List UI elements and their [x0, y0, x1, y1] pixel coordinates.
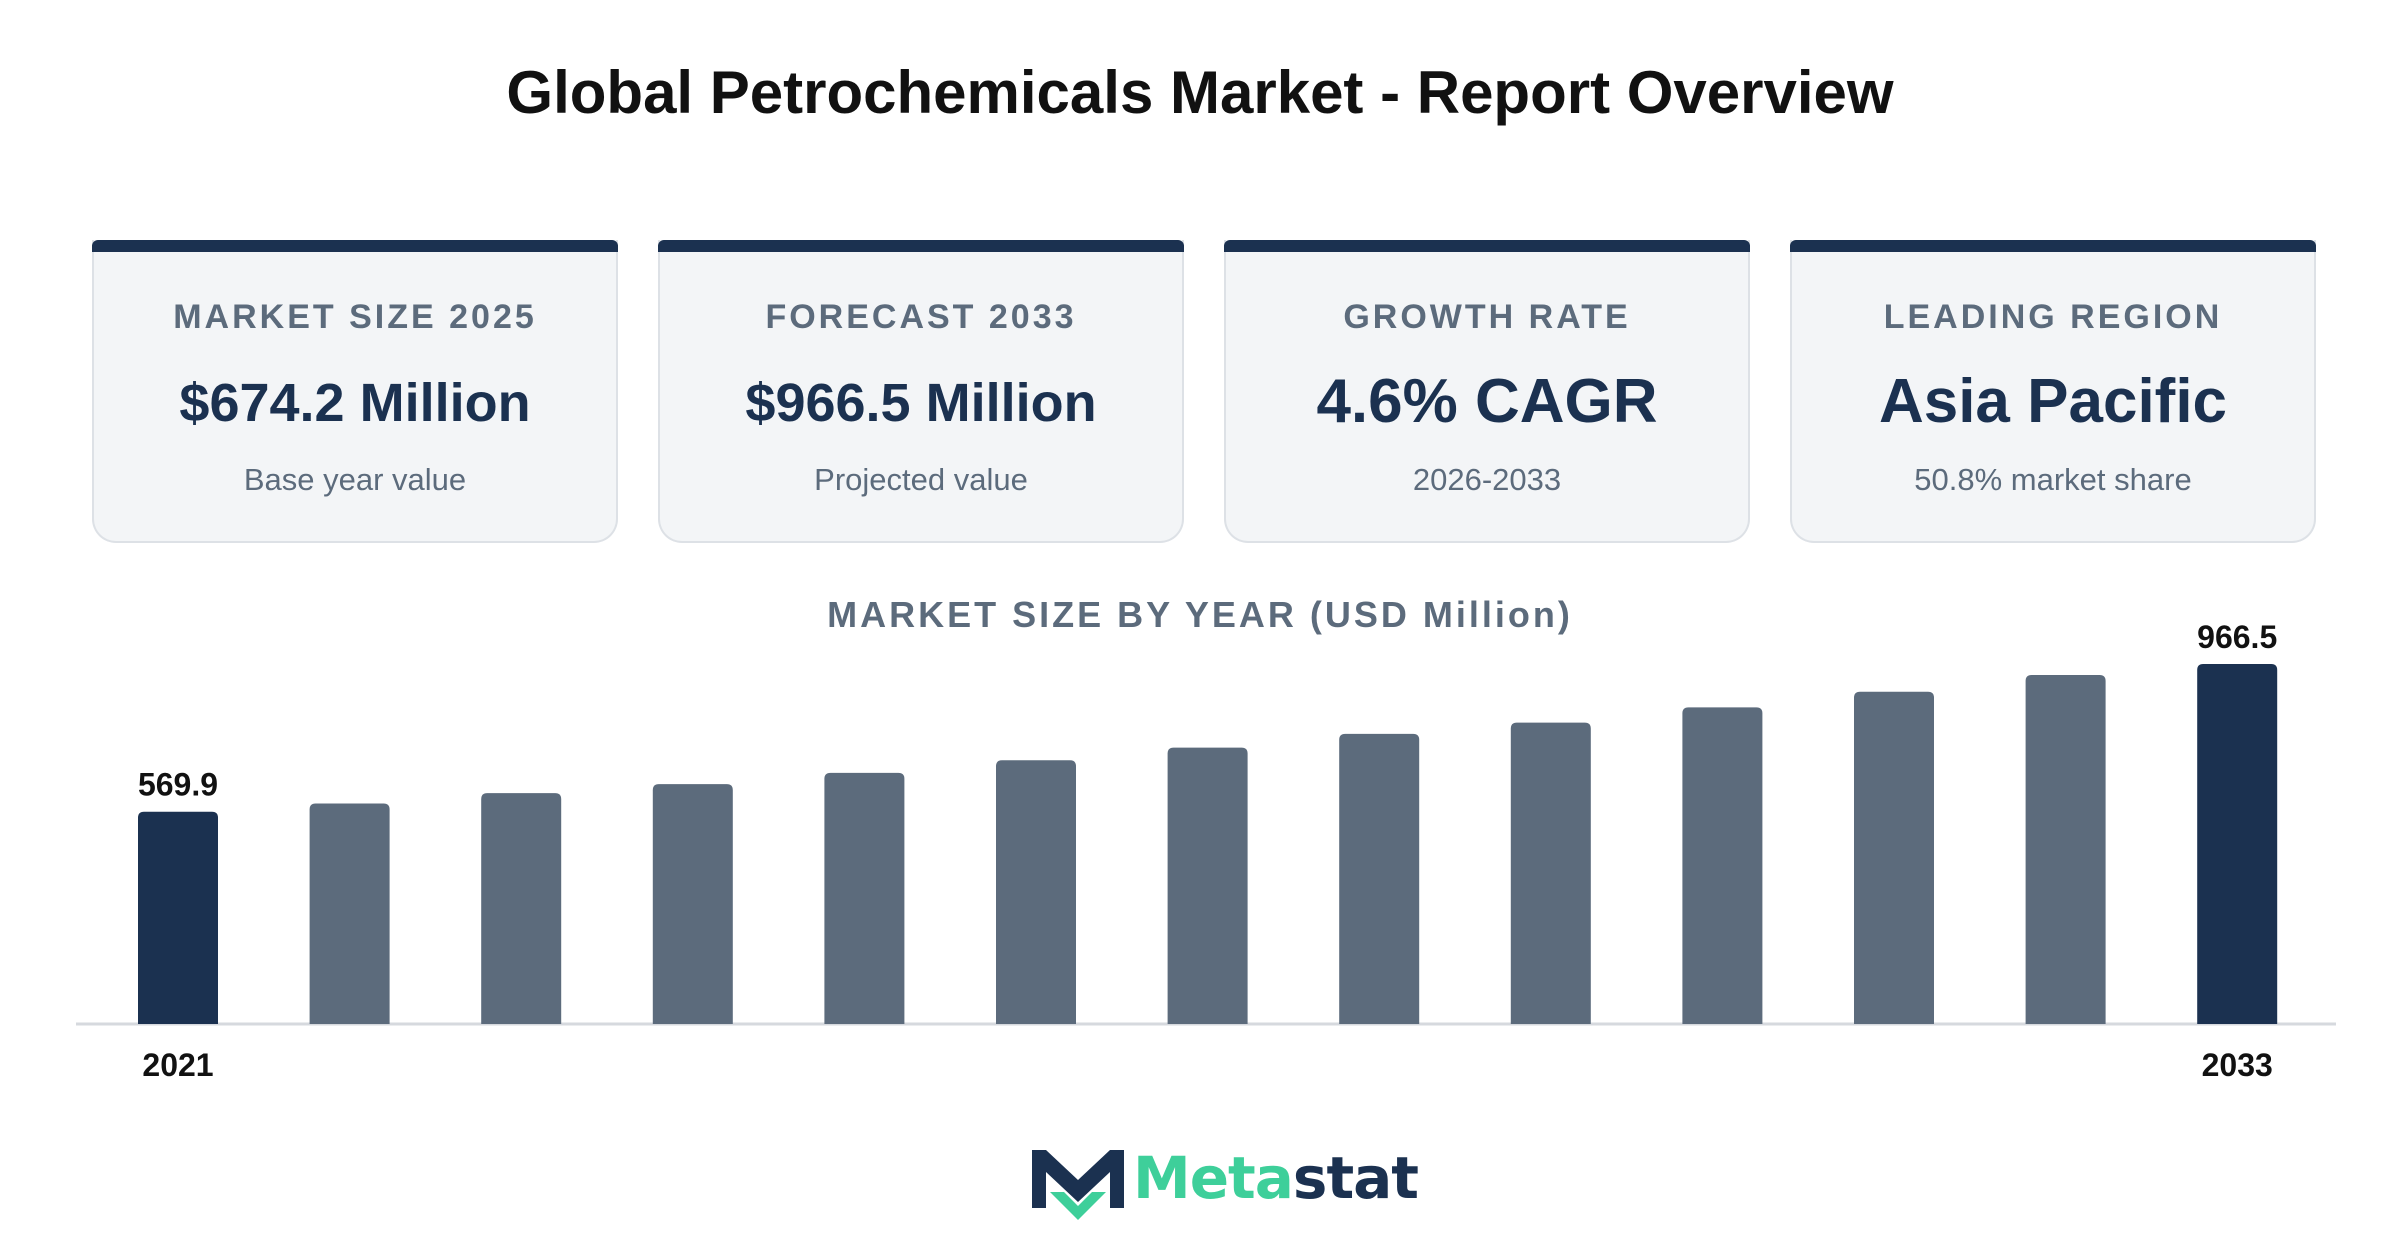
logo-wordmark: Metastat [1133, 1144, 1419, 1212]
metastat-logo-icon [1032, 1150, 1124, 1220]
bar-2023 [481, 793, 562, 1024]
card-growth-rate: GROWTH RATE 4.6% CAGR 2026-2033 [1224, 240, 1750, 543]
card-label: FORECAST 2033 [765, 298, 1077, 336]
bar-2021 [138, 811, 218, 1024]
card-subtitle: Base year value [243, 462, 467, 497]
card-leading-region: LEADING REGION Asia Pacific 50.8% market… [1790, 240, 2316, 543]
bar-2027 [1167, 747, 1248, 1024]
card-value: 4.6% CAGR [1316, 367, 1658, 436]
bar-2026 [996, 760, 1076, 1024]
card-forecast: FORECAST 2033 $966.5 Million Projected v… [658, 240, 1184, 543]
card-value: $966.5 Million [745, 373, 1097, 433]
bar-2033 [2197, 664, 2278, 1024]
bar-2024 [652, 784, 733, 1024]
card-market-size: MARKET SIZE 2025 $674.2 Million Base yea… [92, 240, 618, 543]
card-subtitle: 50.8% market share [1914, 462, 2192, 497]
card-label: LEADING REGION [1883, 298, 2223, 336]
chart-title: MARKET SIZE BY YEAR (USD Million) [827, 594, 1573, 635]
logo-text-meta: Meta [1133, 1144, 1294, 1212]
bar-2022 [309, 803, 390, 1024]
page-title: Global Petrochemicals Market - Report Ov… [506, 59, 1894, 126]
bar-2032 [2025, 674, 2106, 1024]
bar-2031 [1854, 691, 1934, 1024]
bar-2030 [1682, 707, 1763, 1024]
card-subtitle: 2026-2033 [1412, 462, 1562, 497]
bar-2029 [1510, 722, 1591, 1024]
metastat-logo: Metastat [1028, 1140, 1419, 1220]
bar-2025 [824, 772, 905, 1024]
card-subtitle: Projected value [814, 462, 1028, 497]
data-label: 569.9 [138, 767, 218, 803]
card-label: GROWTH RATE [1343, 298, 1631, 336]
card-label: MARKET SIZE 2025 [173, 298, 537, 336]
card-value: Asia Pacific [1878, 367, 2228, 436]
bar-chart: 569.9 966.5 2021 2033 [76, 619, 2336, 1083]
bar-2028 [1339, 733, 1420, 1024]
x-tick-label: 2021 [142, 1047, 213, 1083]
x-tick-label: 2033 [2202, 1047, 2273, 1083]
logo-text-stat: stat [1292, 1144, 1419, 1212]
card-value: $674.2 Million [179, 373, 531, 433]
data-label: 966.5 [2197, 619, 2277, 655]
stat-cards: MARKET SIZE 2025 $674.2 Million Base yea… [92, 240, 2316, 545]
